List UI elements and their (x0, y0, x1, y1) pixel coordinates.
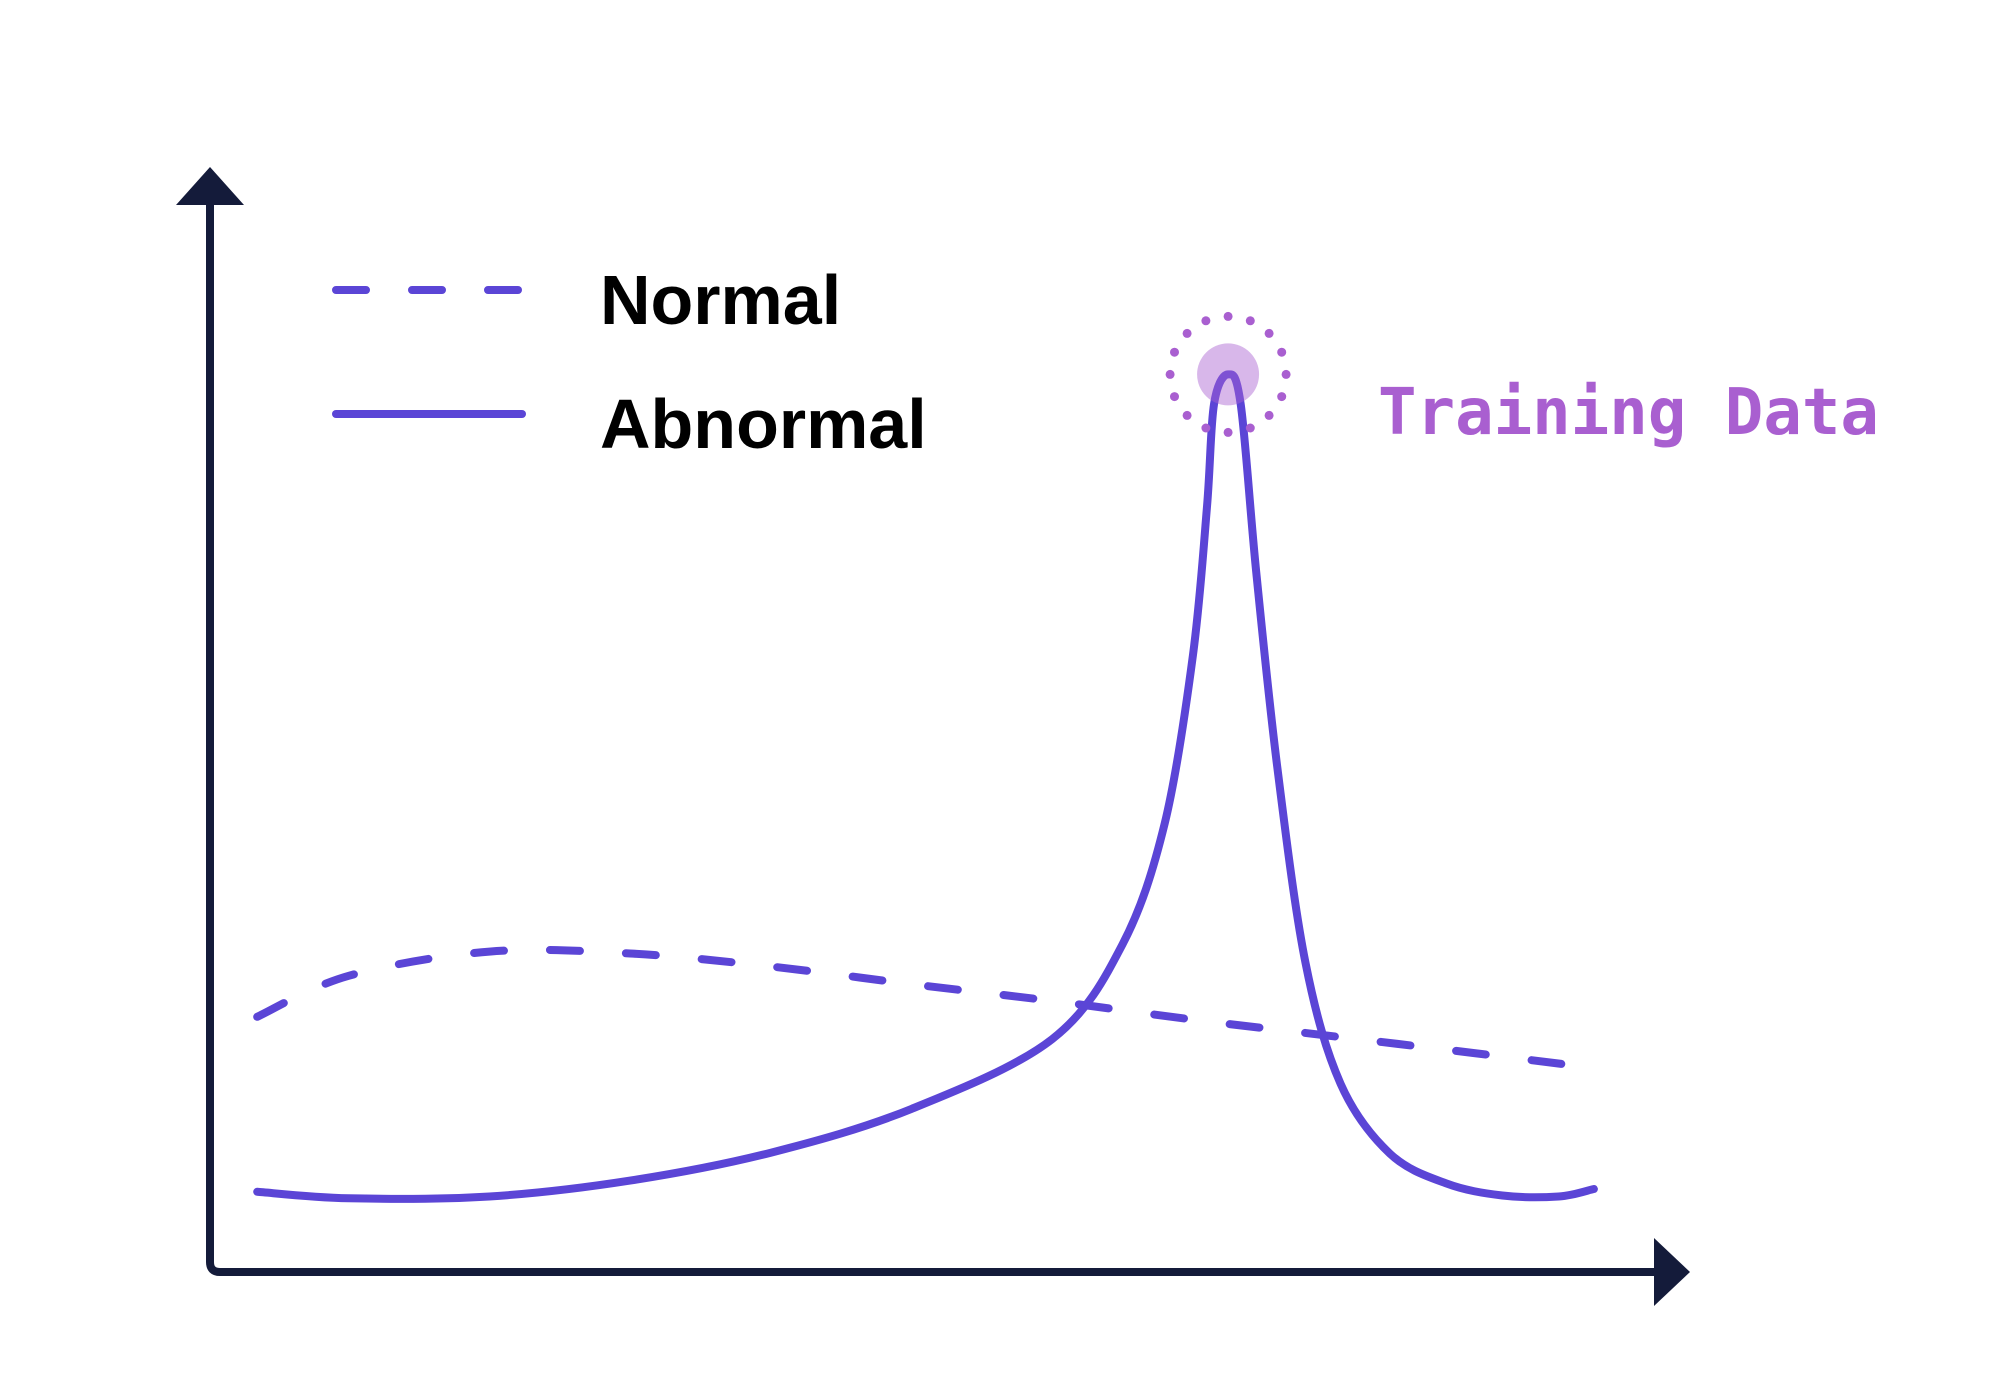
training-data-highlight (1165, 311, 1291, 437)
series-line-normal (253, 945, 1598, 1072)
highlight-dot (1277, 392, 1287, 402)
highlight-dot (1245, 316, 1255, 326)
highlight-dot (1264, 328, 1274, 338)
axis-lines (206, 200, 1668, 1276)
legend-label-abnormal: Abnormal (600, 385, 927, 463)
series-line-abnormal (253, 370, 1598, 1203)
highlight-dot (1170, 392, 1179, 402)
highlight-dot (1182, 328, 1192, 338)
highlight-dot (1182, 410, 1192, 420)
chart-legend: Normal Abnormal (332, 261, 927, 463)
annotation-training-data-label: Training Data (1378, 376, 1879, 450)
chart-series-layer (253, 370, 1598, 1203)
highlight-dot (1245, 423, 1255, 433)
legend-label-normal: Normal (600, 261, 841, 339)
chart-axes (176, 167, 1690, 1306)
highlight-dot (1264, 410, 1274, 420)
highlight-dot (1223, 427, 1233, 437)
highlight-glow (1197, 343, 1260, 406)
highlight-dot (1201, 423, 1211, 433)
highlight-dot (1170, 347, 1179, 357)
x-axis-arrow (1654, 1238, 1690, 1306)
highlight-dot (1165, 369, 1175, 379)
highlight-dot (1281, 369, 1291, 379)
highlight-dot (1277, 347, 1287, 357)
highlight-dot (1223, 311, 1233, 321)
highlight-dot (1201, 316, 1211, 326)
y-axis-arrow (176, 167, 244, 205)
